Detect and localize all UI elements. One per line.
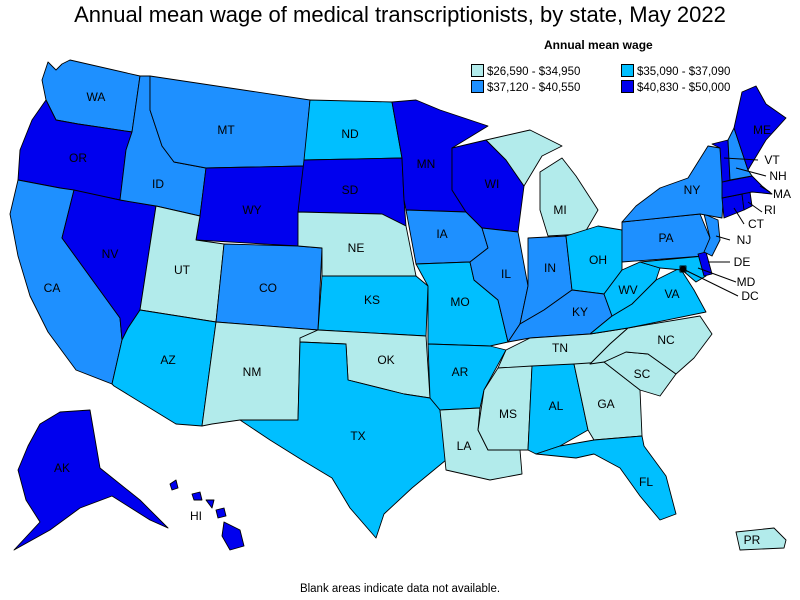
state-label-AL: AL xyxy=(549,399,564,413)
state-label-NV: NV xyxy=(102,247,119,261)
footer-note: Blank areas indicate data not available. xyxy=(299,583,501,595)
state-label-HI: HI xyxy=(190,509,202,523)
state-label-WV: WV xyxy=(618,283,637,297)
legend-label-1: $26,590 - $34,950 xyxy=(487,66,581,78)
state-label-MT: MT xyxy=(217,123,235,137)
legend-swatch-4 xyxy=(621,80,634,93)
state-label-GA: GA xyxy=(597,397,614,411)
state-label-IL: IL xyxy=(501,267,511,281)
state-label-DE: DE xyxy=(734,255,751,269)
state-RI[interactable] xyxy=(741,191,753,211)
state-ME[interactable] xyxy=(733,85,787,171)
state-NJ[interactable] xyxy=(703,213,721,257)
state-label-KS: KS xyxy=(364,293,380,307)
state-label-NE: NE xyxy=(348,241,365,255)
state-label-ND: ND xyxy=(341,127,359,141)
state-label-VT: VT xyxy=(764,153,780,167)
state-label-PR: PR xyxy=(744,533,761,547)
state-label-SC: SC xyxy=(634,367,651,381)
legend-swatch-2 xyxy=(621,64,634,77)
state-NY[interactable] xyxy=(621,145,725,223)
state-label-MN: MN xyxy=(417,157,436,171)
legend-label-4: $40,830 - $50,000 xyxy=(637,82,731,94)
state-PR[interactable] xyxy=(735,527,787,551)
state-label-MO: MO xyxy=(450,295,469,309)
state-label-CO: CO xyxy=(259,281,277,295)
state-KS[interactable] xyxy=(317,275,429,337)
state-label-IN: IN xyxy=(544,261,556,275)
state-label-VA: VA xyxy=(664,287,679,301)
legend-item-1: $26,590 - $34,950 xyxy=(471,64,580,78)
state-label-ME: ME xyxy=(753,123,771,137)
state-label-LA: LA xyxy=(457,439,472,453)
state-label-CT: CT xyxy=(748,217,765,231)
state-label-NH: NH xyxy=(769,169,786,183)
state-label-TX: TX xyxy=(350,429,365,443)
state-label-CA: CA xyxy=(44,281,61,295)
state-label-KY: KY xyxy=(572,305,588,319)
state-label-NJ: NJ xyxy=(737,233,752,247)
state-label-NM: NM xyxy=(243,365,262,379)
legend-swatch-1 xyxy=(471,64,484,77)
legend-item-4: $40,830 - $50,000 xyxy=(621,80,730,94)
state-label-OR: OR xyxy=(69,151,87,165)
state-label-UT: UT xyxy=(174,263,191,277)
state-label-OK: OK xyxy=(377,353,394,367)
state-label-MD: MD xyxy=(737,275,756,289)
state-DE[interactable] xyxy=(697,251,713,277)
state-label-MA: MA xyxy=(773,187,791,201)
state-MT[interactable] xyxy=(149,75,311,169)
state-label-AK: AK xyxy=(54,461,70,475)
state-label-DC: DC xyxy=(741,289,759,303)
state-WY[interactable] xyxy=(195,165,305,247)
state-label-NY: NY xyxy=(684,183,701,197)
state-label-TN: TN xyxy=(552,341,568,355)
state-label-MS: MS xyxy=(499,407,517,421)
state-label-MI: MI xyxy=(553,203,566,217)
state-MI[interactable] xyxy=(485,129,599,237)
state-label-WY: WY xyxy=(242,203,261,217)
state-label-NC: NC xyxy=(657,333,675,347)
state-label-SD: SD xyxy=(342,183,359,197)
state-label-AZ: AZ xyxy=(160,353,175,367)
label-leader-lines xyxy=(682,157,771,297)
legend-item-3: $37,120 - $40,550 xyxy=(471,80,580,94)
state-WV[interactable] xyxy=(603,261,661,317)
map-title: Annual mean wage of medical transcriptio… xyxy=(74,2,726,27)
legend-title: Annual mean wage xyxy=(544,38,653,52)
state-label-ID: ID xyxy=(152,177,164,191)
state-MA[interactable] xyxy=(721,175,773,199)
state-HI[interactable] xyxy=(169,479,245,551)
state-label-WI: WI xyxy=(485,177,500,191)
state-label-FL: FL xyxy=(639,475,653,489)
legend-label-2: $35,090 - $37,090 xyxy=(637,66,731,78)
state-label-WA: WA xyxy=(87,90,106,104)
state-FL[interactable] xyxy=(535,435,677,521)
state-NH[interactable] xyxy=(727,127,753,181)
state-label-AR: AR xyxy=(452,365,469,379)
state-CO[interactable] xyxy=(215,243,323,331)
state-NC[interactable] xyxy=(589,315,713,375)
legend-label-3: $37,120 - $40,550 xyxy=(487,82,581,94)
legend-item-2: $35,090 - $37,090 xyxy=(621,64,730,78)
state-label-IA: IA xyxy=(436,227,447,241)
state-IL[interactable] xyxy=(469,227,529,343)
state-AR[interactable] xyxy=(427,343,507,411)
legend-swatch-3 xyxy=(471,80,484,93)
state-AK[interactable] xyxy=(13,409,169,551)
state-label-RI: RI xyxy=(764,203,776,217)
state-TX[interactable] xyxy=(239,341,447,539)
state-VT[interactable] xyxy=(711,139,731,183)
state-label-OH: OH xyxy=(589,253,607,267)
state-label-PA: PA xyxy=(658,231,673,245)
